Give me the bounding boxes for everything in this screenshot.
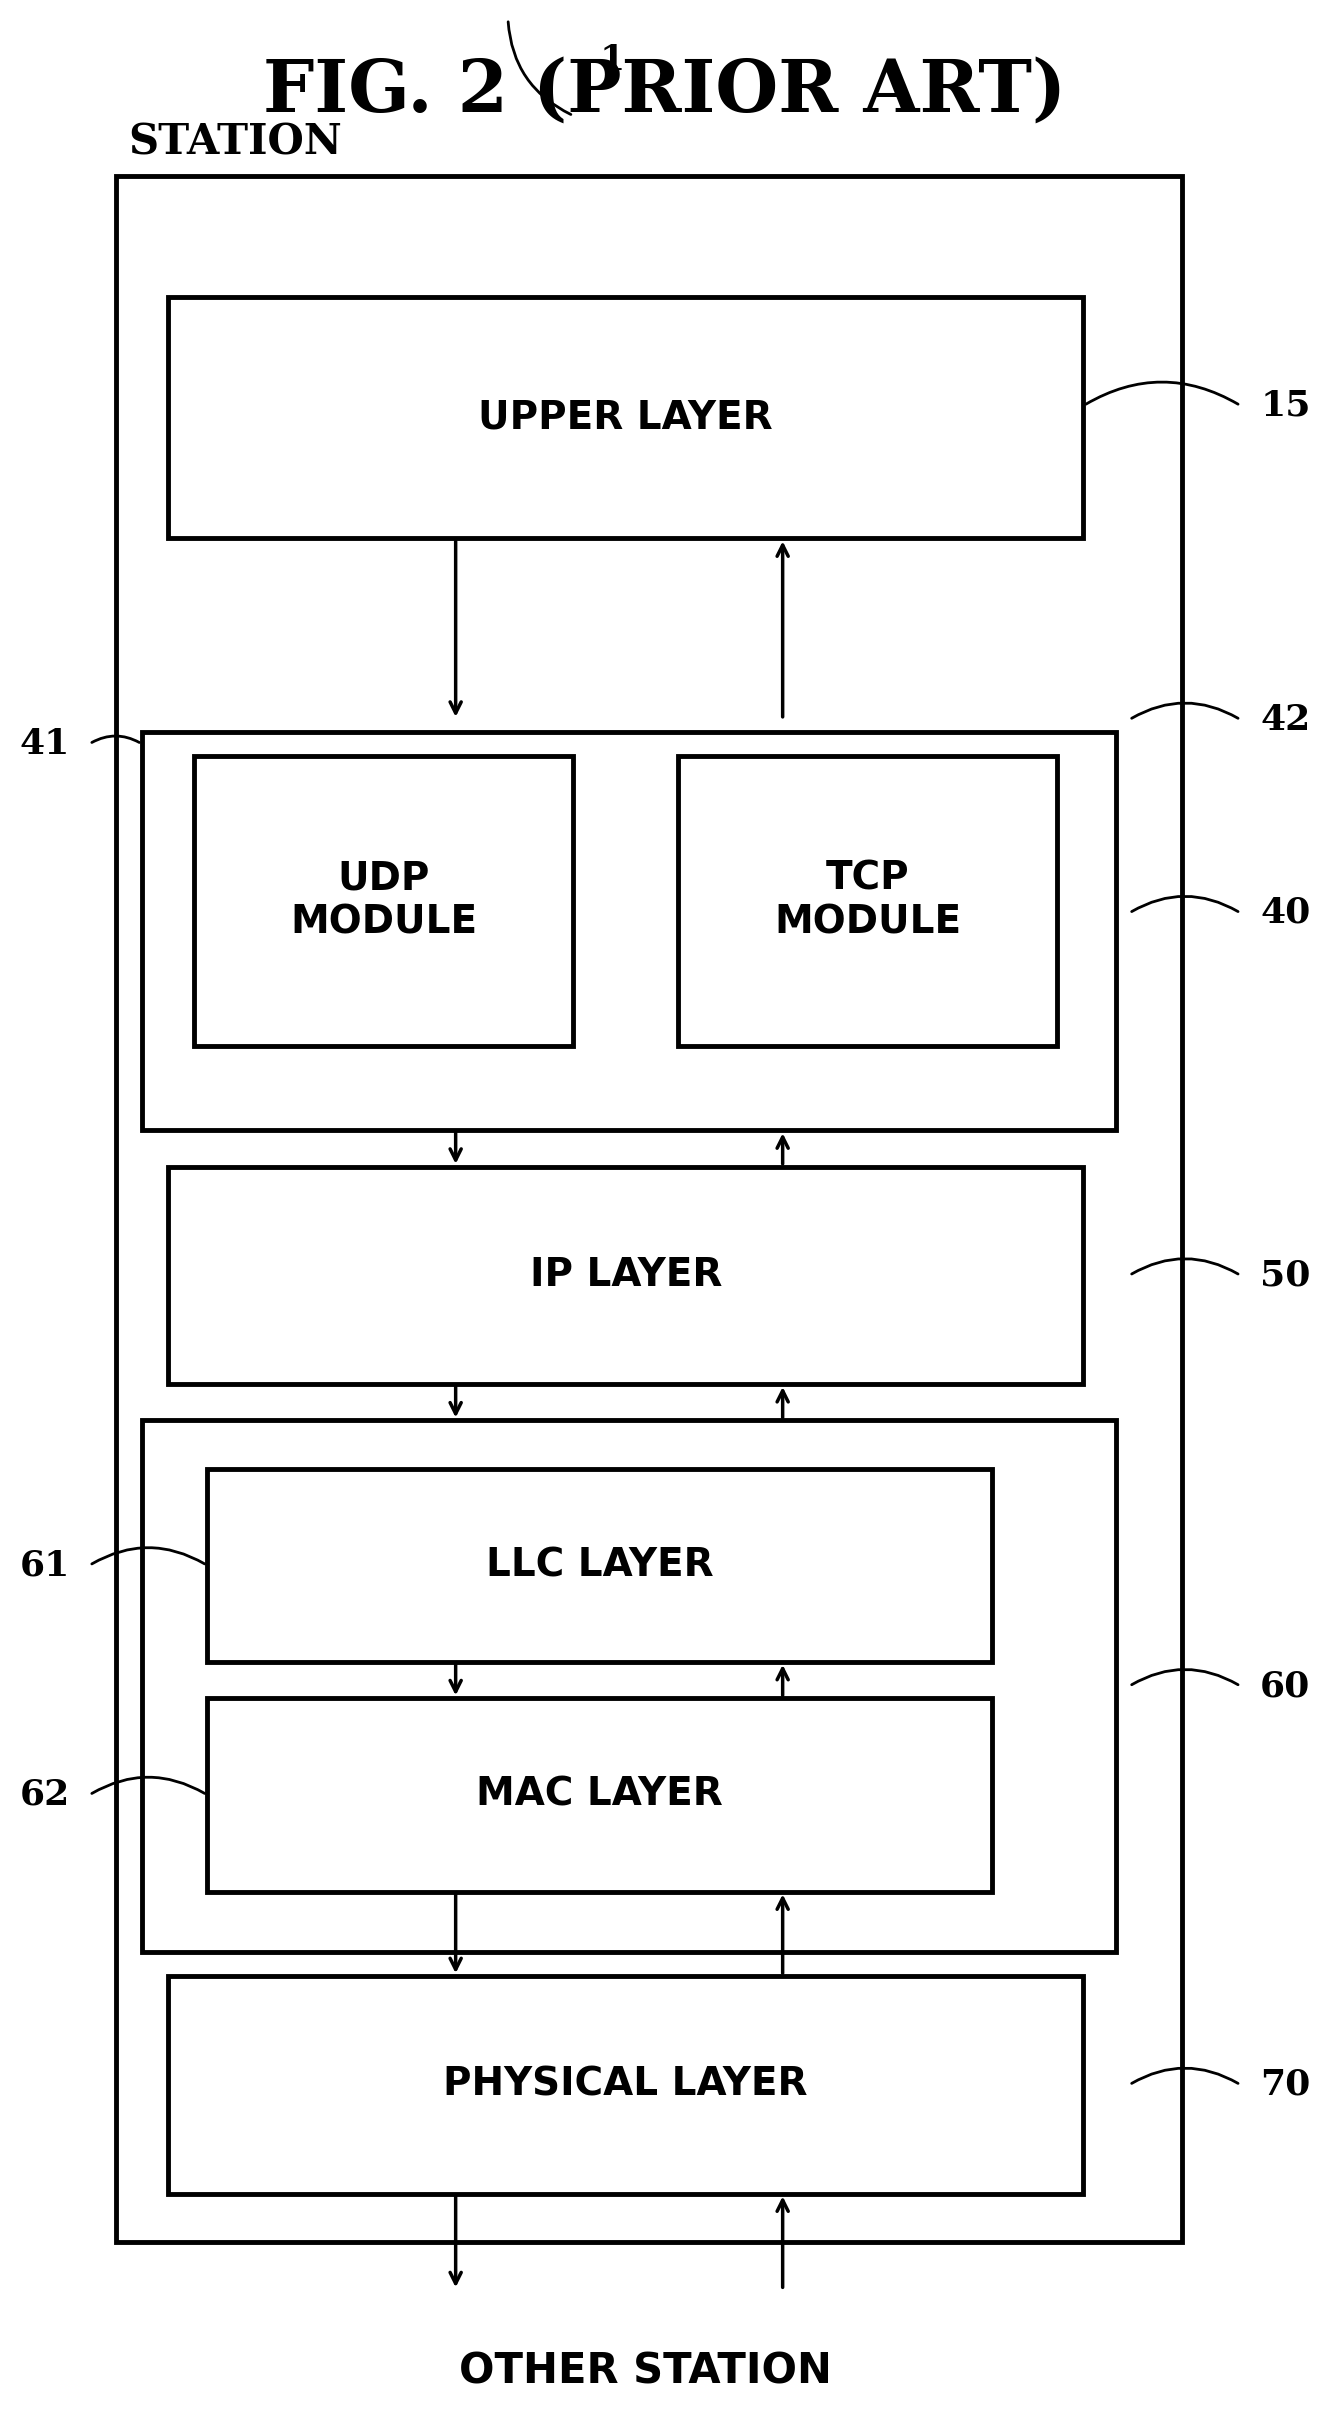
Text: STATION: STATION — [129, 122, 342, 163]
Text: UDP
MODULE: UDP MODULE — [290, 860, 477, 943]
FancyBboxPatch shape — [142, 1422, 1116, 1951]
FancyBboxPatch shape — [142, 731, 1116, 1130]
FancyBboxPatch shape — [168, 1166, 1084, 1385]
Text: 1: 1 — [600, 44, 625, 78]
FancyBboxPatch shape — [678, 756, 1057, 1045]
FancyBboxPatch shape — [194, 756, 573, 1045]
Text: 50: 50 — [1260, 1259, 1310, 1293]
Text: MAC LAYER: MAC LAYER — [476, 1776, 724, 1813]
FancyBboxPatch shape — [207, 1468, 992, 1662]
FancyBboxPatch shape — [168, 296, 1084, 539]
FancyBboxPatch shape — [168, 1976, 1084, 2194]
Text: TCP
MODULE: TCP MODULE — [774, 860, 962, 943]
Text: 62: 62 — [20, 1779, 69, 1813]
Text: IP LAYER: IP LAYER — [529, 1256, 722, 1295]
Text: 41: 41 — [20, 727, 69, 761]
Text: UPPER LAYER: UPPER LAYER — [479, 399, 773, 437]
Text: 15: 15 — [1260, 389, 1310, 423]
Text: PHYSICAL LAYER: PHYSICAL LAYER — [443, 2066, 807, 2104]
Text: LLC LAYER: LLC LAYER — [485, 1545, 713, 1584]
FancyBboxPatch shape — [116, 175, 1181, 2243]
Text: 61: 61 — [20, 1548, 69, 1582]
Text: FIG. 2 (PRIOR ART): FIG. 2 (PRIOR ART) — [263, 56, 1067, 126]
Text: 42: 42 — [1260, 702, 1310, 736]
FancyBboxPatch shape — [207, 1699, 992, 1891]
Text: 60: 60 — [1260, 1669, 1310, 1703]
Text: 70: 70 — [1260, 2068, 1310, 2102]
Text: OTHER STATION: OTHER STATION — [459, 2350, 831, 2394]
Text: 40: 40 — [1260, 897, 1310, 931]
